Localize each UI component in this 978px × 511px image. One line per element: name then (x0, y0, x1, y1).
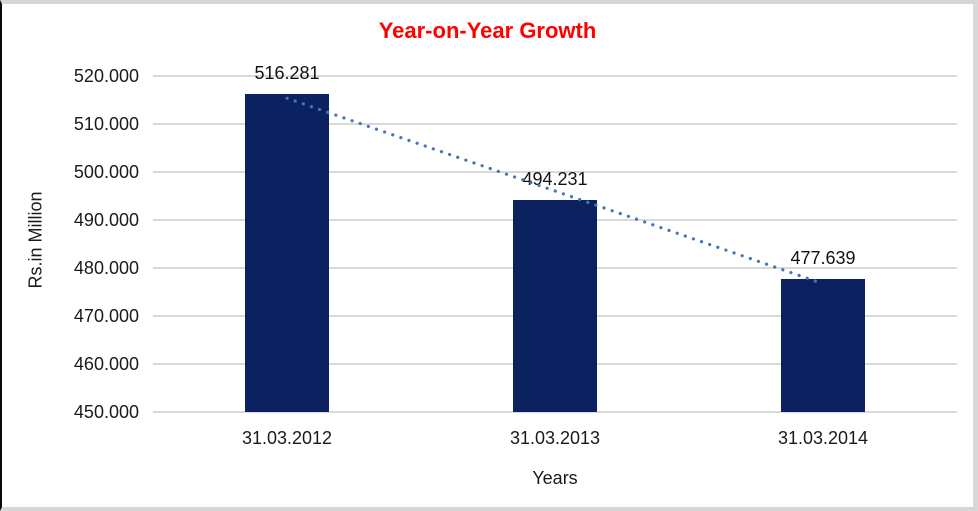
y-tick-label: 450.000 (73, 402, 139, 422)
x-tick-label: 31.03.2013 (509, 428, 601, 448)
bar-31.03.2014 (781, 279, 865, 412)
y-tick-label: 470.000 (73, 306, 139, 326)
x-tick-label: 31.03.2014 (777, 428, 869, 448)
data-label: 477.639 (790, 248, 856, 269)
y-tick-label: 490.000 (73, 210, 139, 230)
chart-title: Year-on-Year Growth (378, 18, 597, 43)
y-tick-label: 480.000 (73, 258, 139, 278)
y-tick-label: 520.000 (73, 66, 139, 86)
gridline (153, 411, 957, 413)
data-label: 494.231 (522, 168, 588, 189)
bar-31.03.2012 (245, 93, 329, 412)
gridline (153, 75, 957, 77)
y-tick-label: 510.000 (73, 114, 139, 134)
bar-31.03.2013 (513, 199, 597, 412)
data-label: 516.281 (254, 62, 320, 83)
y-tick-label: 500.000 (73, 162, 139, 182)
x-tick-label: 31.03.2012 (241, 428, 333, 448)
y-tick-label: 460.000 (73, 354, 139, 374)
x-axis-title: Years (532, 468, 578, 488)
